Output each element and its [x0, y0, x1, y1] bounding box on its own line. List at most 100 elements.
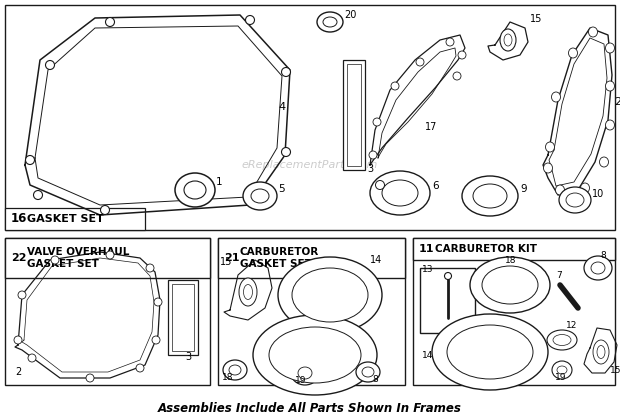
Ellipse shape — [473, 184, 507, 208]
Text: 14: 14 — [422, 351, 433, 360]
Ellipse shape — [298, 367, 312, 379]
Ellipse shape — [470, 257, 550, 313]
Ellipse shape — [152, 336, 160, 344]
Ellipse shape — [25, 155, 35, 165]
Ellipse shape — [362, 367, 374, 377]
Text: 8: 8 — [372, 375, 378, 384]
Ellipse shape — [588, 27, 598, 37]
Ellipse shape — [33, 191, 43, 200]
Ellipse shape — [281, 147, 291, 157]
Ellipse shape — [291, 361, 319, 385]
Ellipse shape — [447, 325, 533, 379]
Ellipse shape — [18, 291, 26, 299]
Ellipse shape — [556, 185, 564, 195]
Ellipse shape — [269, 327, 361, 383]
Ellipse shape — [559, 187, 591, 213]
Ellipse shape — [175, 173, 215, 207]
Ellipse shape — [14, 336, 22, 344]
Text: Assemblies Include All Parts Shown In Frames: Assemblies Include All Parts Shown In Fr… — [158, 402, 462, 415]
Ellipse shape — [500, 29, 516, 51]
Text: 11: 11 — [419, 244, 435, 254]
Ellipse shape — [51, 256, 59, 264]
Bar — [172, 284, 194, 351]
Ellipse shape — [569, 48, 577, 58]
Ellipse shape — [446, 38, 454, 46]
Text: 3: 3 — [367, 164, 373, 174]
Ellipse shape — [606, 120, 614, 130]
Ellipse shape — [382, 180, 418, 206]
Text: 19: 19 — [555, 373, 567, 382]
Ellipse shape — [246, 16, 254, 24]
Bar — [218, 238, 405, 385]
Ellipse shape — [370, 171, 430, 215]
Text: 13: 13 — [422, 265, 433, 274]
Text: 4: 4 — [278, 102, 285, 112]
Text: 15: 15 — [530, 14, 542, 24]
Bar — [5, 238, 210, 385]
Ellipse shape — [323, 17, 337, 27]
Ellipse shape — [600, 157, 608, 167]
Ellipse shape — [445, 273, 451, 279]
Bar — [413, 238, 615, 385]
Ellipse shape — [580, 183, 590, 193]
Bar — [5, 238, 210, 278]
Text: 3: 3 — [185, 352, 191, 362]
Text: 6: 6 — [432, 181, 438, 191]
Ellipse shape — [45, 60, 55, 69]
Text: 15: 15 — [220, 257, 232, 267]
Ellipse shape — [553, 334, 571, 346]
Ellipse shape — [244, 284, 252, 299]
Ellipse shape — [253, 315, 377, 395]
Text: 9: 9 — [520, 184, 526, 194]
Ellipse shape — [584, 256, 612, 280]
Bar — [5, 208, 145, 230]
Ellipse shape — [606, 43, 614, 53]
Text: 16: 16 — [11, 213, 27, 226]
Ellipse shape — [462, 176, 518, 216]
Ellipse shape — [86, 374, 94, 382]
Ellipse shape — [591, 262, 605, 274]
Ellipse shape — [281, 68, 291, 76]
Text: 14: 14 — [370, 255, 383, 265]
Bar — [343, 60, 365, 170]
Ellipse shape — [28, 354, 36, 362]
Text: CARBURETOR
GASKET SET: CARBURETOR GASKET SET — [240, 247, 319, 269]
Ellipse shape — [504, 34, 512, 46]
Ellipse shape — [482, 266, 538, 304]
Ellipse shape — [566, 193, 584, 207]
Ellipse shape — [278, 257, 382, 333]
Ellipse shape — [356, 362, 380, 382]
Ellipse shape — [184, 181, 206, 199]
Bar — [420, 268, 475, 333]
Ellipse shape — [432, 314, 548, 390]
Bar — [168, 280, 198, 355]
Text: 20: 20 — [344, 10, 356, 20]
Ellipse shape — [373, 118, 381, 126]
Ellipse shape — [557, 366, 567, 374]
Text: eReplacementParts.com: eReplacementParts.com — [242, 160, 378, 170]
Text: 18: 18 — [222, 373, 234, 382]
Ellipse shape — [239, 278, 257, 306]
Bar — [218, 238, 405, 278]
Ellipse shape — [597, 346, 605, 359]
Ellipse shape — [250, 195, 260, 205]
Text: 15: 15 — [610, 366, 620, 375]
Ellipse shape — [251, 189, 269, 203]
Text: 8: 8 — [600, 251, 606, 260]
Ellipse shape — [453, 72, 461, 80]
Ellipse shape — [391, 82, 399, 90]
Text: GASKET SET: GASKET SET — [27, 214, 104, 224]
Text: 2: 2 — [15, 367, 21, 377]
Text: 17: 17 — [425, 122, 437, 132]
Ellipse shape — [154, 298, 162, 306]
Ellipse shape — [552, 92, 560, 102]
Bar — [347, 64, 361, 166]
Ellipse shape — [100, 205, 110, 215]
Text: 12: 12 — [566, 321, 577, 330]
Ellipse shape — [105, 18, 115, 26]
Ellipse shape — [223, 360, 247, 380]
Bar — [413, 238, 615, 260]
Ellipse shape — [593, 340, 609, 364]
Text: 22: 22 — [11, 253, 27, 263]
Bar — [5, 5, 615, 230]
